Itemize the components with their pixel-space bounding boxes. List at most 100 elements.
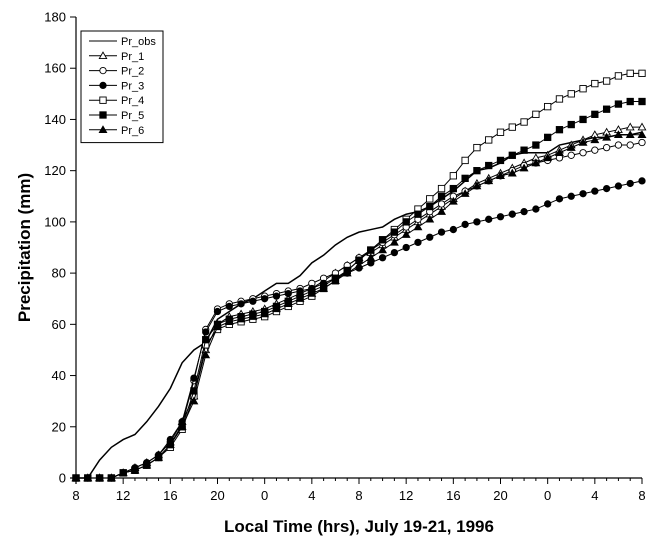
data-point — [614, 100, 623, 108]
data-point — [637, 130, 647, 139]
series-line — [76, 134, 642, 479]
series-pr-6 — [71, 130, 647, 482]
legend-label: Pr_3 — [121, 80, 144, 92]
data-point — [496, 156, 505, 165]
data-point — [638, 97, 646, 106]
data-point — [543, 153, 553, 162]
legend-marker — [99, 81, 107, 90]
legend-label: Pr_6 — [121, 125, 144, 137]
data-point — [519, 163, 529, 172]
data-point — [449, 172, 457, 180]
data-point — [307, 289, 317, 297]
data-point — [366, 253, 376, 261]
data-point — [413, 222, 423, 231]
y-tick-label: 160 — [44, 61, 66, 76]
data-point — [602, 132, 612, 141]
legend-marker — [99, 66, 107, 75]
data-point — [638, 69, 646, 77]
data-point — [520, 207, 528, 216]
data-point — [461, 174, 469, 182]
data-point — [532, 110, 540, 118]
data-point — [614, 72, 623, 80]
data-point — [508, 123, 516, 131]
data-point — [591, 187, 599, 195]
data-point — [485, 136, 493, 144]
data-point — [496, 171, 505, 179]
data-point — [261, 295, 269, 303]
data-point — [202, 328, 210, 336]
data-point — [283, 299, 293, 308]
data-point — [496, 128, 505, 136]
series-line — [76, 142, 643, 479]
data-point — [177, 422, 187, 430]
data-point — [591, 146, 599, 154]
legend-label: Pr_1 — [121, 51, 144, 63]
y-tick-label: 100 — [44, 214, 66, 229]
legend-label: Pr_2 — [121, 66, 144, 78]
data-point — [613, 130, 623, 139]
data-point — [165, 440, 175, 448]
data-point — [83, 473, 93, 482]
data-point — [414, 210, 422, 218]
data-point — [544, 133, 552, 142]
data-point — [389, 237, 399, 246]
data-point — [378, 245, 388, 254]
data-point — [330, 276, 340, 285]
series-line — [76, 131, 643, 479]
legend-item: Pr_2 — [89, 66, 144, 78]
data-point — [579, 149, 587, 157]
y-tick-label: 60 — [52, 317, 66, 332]
y-axis-title: Precipitation (mm) — [15, 173, 34, 322]
data-point — [508, 210, 516, 218]
data-point — [614, 141, 623, 149]
legend-marker — [99, 96, 107, 104]
x-tick-label: 16 — [446, 488, 460, 503]
x-tick-label: 8 — [355, 488, 362, 503]
data-point — [354, 260, 364, 269]
y-tick-label: 120 — [44, 163, 66, 178]
data-point — [638, 138, 646, 147]
data-point — [473, 143, 481, 152]
data-point — [602, 184, 611, 193]
data-point — [625, 130, 635, 139]
data-point — [638, 177, 646, 185]
x-tick-label: 20 — [493, 488, 507, 503]
data-point — [579, 115, 587, 124]
legend-item: Pr_1 — [89, 51, 144, 63]
x-tick-label: 16 — [163, 488, 177, 503]
data-point — [520, 146, 528, 154]
data-point — [189, 396, 199, 405]
data-point — [484, 176, 494, 185]
data-point — [390, 248, 399, 257]
data-point — [626, 141, 634, 149]
data-point — [402, 243, 410, 252]
data-point — [237, 300, 245, 308]
legend-marker — [99, 111, 107, 119]
series-line — [76, 126, 642, 479]
legend-label: Pr_obs — [121, 36, 156, 48]
data-point — [272, 304, 281, 313]
x-tick-label: 8 — [638, 488, 645, 503]
data-point — [602, 143, 611, 152]
x-tick-label: 4 — [591, 488, 598, 503]
data-point — [437, 184, 446, 193]
data-point — [602, 77, 611, 85]
data-point — [342, 268, 352, 277]
data-point — [473, 167, 481, 175]
data-point — [567, 90, 575, 98]
data-point — [520, 118, 528, 126]
data-point — [508, 151, 516, 159]
y-tick-label: 180 — [44, 10, 66, 25]
y-tick-label: 20 — [52, 419, 66, 434]
legend: Pr_obs Pr_1 Pr_2 Pr_3 Pr_4 Pr_5 Pr_6 — [80, 30, 164, 144]
data-point — [224, 317, 234, 325]
data-point — [461, 156, 469, 165]
data-point — [248, 312, 258, 320]
data-point — [614, 182, 623, 190]
data-point — [437, 192, 446, 200]
data-point — [567, 120, 575, 129]
data-point — [95, 473, 105, 482]
legend-item: Pr_obs — [89, 36, 156, 48]
x-tick-label: 0 — [544, 488, 551, 503]
